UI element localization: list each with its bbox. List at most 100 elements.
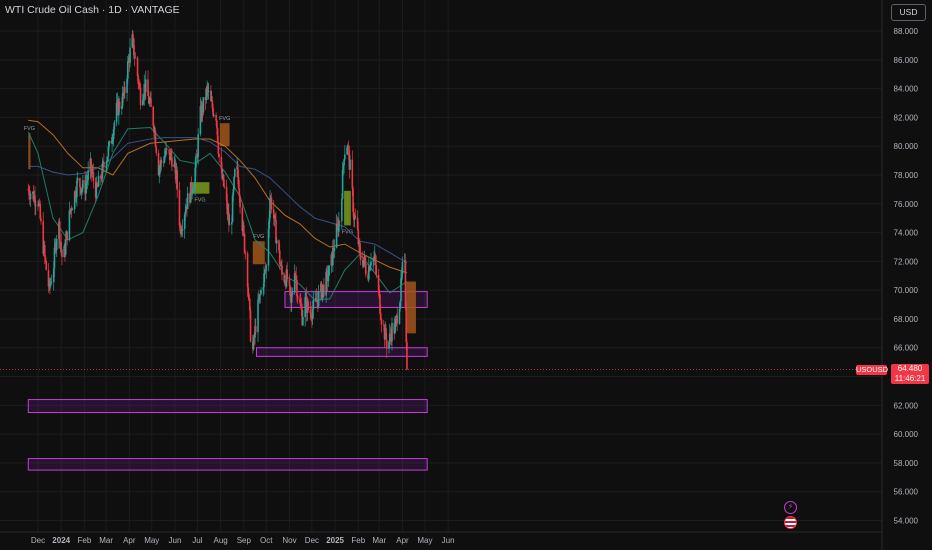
candle-body [399, 301, 402, 310]
candle-body [85, 184, 87, 194]
candle-body [359, 252, 362, 261]
y-tick-label: 78.000 [894, 171, 919, 180]
y-tick-label: 84.000 [894, 85, 919, 94]
candle-body [257, 299, 259, 333]
support-zones [27, 291, 428, 471]
candle-body [300, 306, 303, 311]
candle-body [344, 154, 346, 160]
candle-body [341, 169, 344, 200]
candle-body [157, 152, 160, 176]
candle-body [50, 282, 53, 283]
candle-body [111, 141, 113, 144]
candle-body [159, 165, 161, 168]
candle-body [388, 341, 390, 349]
candle-body [312, 299, 315, 310]
us-flag-icon[interactable] [784, 516, 797, 529]
x-tick-label: Sep [237, 536, 252, 545]
candle-body [343, 159, 345, 166]
candle-body [165, 148, 168, 150]
candle-body [231, 195, 234, 222]
candle-body [332, 247, 334, 265]
candle-body [325, 272, 327, 296]
candle-body [333, 247, 336, 251]
currency-button[interactable]: USD [891, 4, 926, 21]
y-tick-label: 58.000 [894, 459, 919, 468]
candle-body [97, 186, 99, 188]
candle-body [379, 294, 381, 314]
candle-body [377, 274, 380, 290]
candle-body [338, 220, 340, 232]
fvg-label: FVG [219, 116, 230, 122]
fvg-label: FVG [194, 198, 205, 204]
candle-body [225, 186, 228, 201]
y-tick-label: 86.000 [894, 56, 919, 65]
candle-body [370, 261, 372, 266]
candle-body [64, 239, 67, 255]
x-tick-label: May [417, 536, 432, 545]
candle-body [184, 211, 187, 215]
candle-body [359, 241, 361, 253]
candle-body [218, 154, 220, 157]
lightning-icon[interactable]: ⚡ [784, 501, 797, 514]
candle-body [211, 100, 214, 108]
candle-body [28, 189, 30, 196]
x-tick-label: Feb [351, 536, 365, 545]
candle-body [205, 88, 208, 101]
candle-body [237, 177, 240, 189]
candle-body [246, 253, 249, 288]
y-tick-label: 80.000 [894, 142, 919, 151]
candle-body [147, 95, 150, 104]
bearish-fvg-box [28, 133, 31, 170]
candle-body [141, 100, 144, 106]
candle-body [121, 93, 124, 107]
candle-body [71, 209, 74, 211]
x-tick-label: Apr [396, 536, 409, 545]
candle-body [290, 294, 293, 303]
candle-body [357, 229, 360, 245]
candle-body [243, 225, 245, 234]
candle-body [55, 238, 58, 251]
candle-body [132, 38, 135, 56]
candle-body [97, 175, 100, 187]
candle-body [52, 268, 55, 283]
candle-body [394, 325, 396, 334]
candle-body [279, 264, 282, 266]
candle-body [142, 96, 145, 101]
candle-body [239, 196, 241, 208]
y-tick-label: 88.000 [894, 27, 919, 36]
candle-body [302, 316, 304, 325]
candle-body [278, 240, 280, 251]
candle-body [328, 265, 330, 276]
candle-body [195, 156, 197, 168]
candle-body [176, 170, 179, 190]
fvg-label: FVG [24, 126, 35, 132]
candle-body [327, 275, 330, 282]
candle-body [132, 34, 134, 39]
bar-countdown: 11:46:21 [894, 374, 926, 383]
x-tick-label: Mar [99, 536, 113, 545]
candle-body [68, 210, 71, 241]
candle-body [375, 265, 378, 275]
candle-body [248, 298, 251, 311]
candle-body [220, 156, 223, 169]
candle-body [311, 309, 314, 320]
candle-body [367, 266, 370, 280]
candle-body [80, 189, 83, 194]
candle-body [39, 203, 42, 219]
candle-body [90, 158, 92, 172]
candle-body [352, 188, 354, 212]
x-tick-label: 2025 [326, 536, 344, 545]
candle-body [299, 302, 302, 307]
y-tick-label: 76.000 [894, 200, 919, 209]
candle-body [317, 291, 320, 307]
chart-title: WTI Crude Oil Cash · 1D · VANTAGE [5, 4, 180, 16]
candle-body [275, 219, 277, 244]
candles [27, 29, 408, 371]
candle-body [267, 228, 270, 266]
x-tick-label: Dec [31, 536, 45, 545]
candle-body [249, 310, 252, 342]
candle-body [60, 242, 63, 250]
y-tick-label: 68.000 [894, 315, 919, 324]
candle-body [154, 131, 157, 147]
